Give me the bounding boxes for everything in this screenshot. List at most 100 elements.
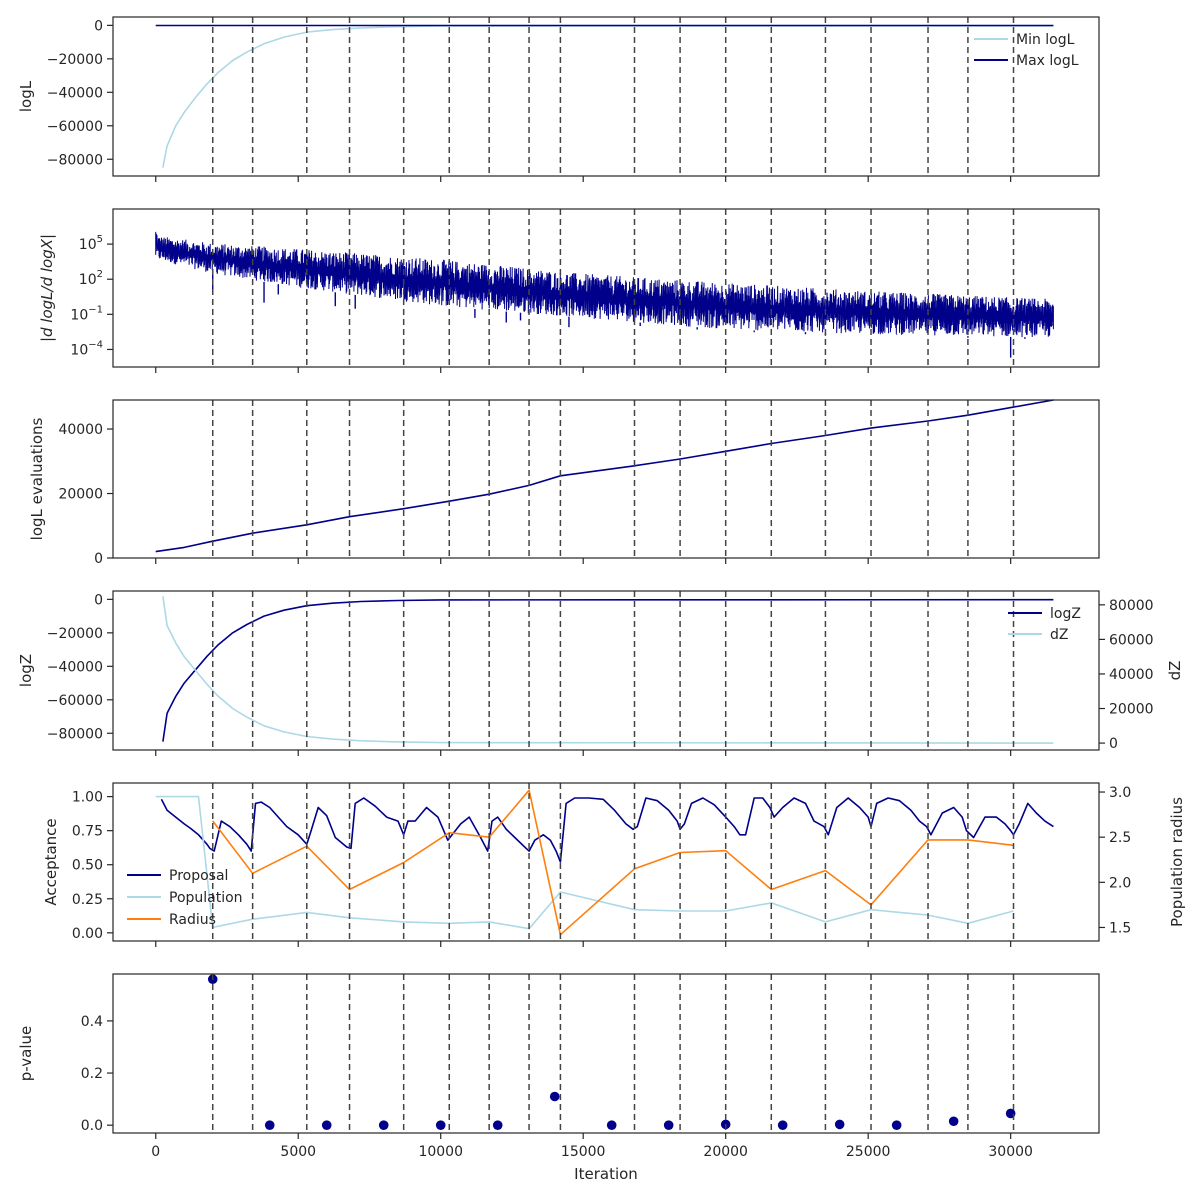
- y2-axis-label: dZ: [1166, 661, 1184, 681]
- ytick-label-1: 20000: [58, 487, 103, 503]
- series-min-logl: [162, 25, 1054, 168]
- pvalue-point-11: [834, 1119, 845, 1130]
- xtick-label-6: 30000: [988, 1144, 1033, 1160]
- y2tick-label-0: 1.5: [1109, 920, 1131, 936]
- pvalue-point-2: [321, 1120, 332, 1130]
- ytick-label-1: 0.2: [81, 1066, 103, 1082]
- pvalue-point-8: [663, 1120, 674, 1130]
- ytick-label-3: 0.75: [72, 824, 103, 840]
- series-logz: [162, 598, 1054, 742]
- ytick-label-3: −60000: [47, 693, 103, 709]
- panel-1: 0 −20000 −40000 −60000 −80000 logL Min logL Max…: [17, 16, 1100, 182]
- axes-frame: [112, 16, 1100, 177]
- ytick-exp: −4: [88, 339, 103, 350]
- pvalue-point-4: [435, 1120, 446, 1130]
- derivative-trace: [155, 231, 1054, 338]
- legend: Proposal Population Radius: [127, 868, 243, 928]
- legend-label-0: logZ: [1050, 606, 1081, 622]
- legend: logZ dZ: [1008, 606, 1081, 643]
- y-axis-label: Acceptance: [42, 818, 60, 905]
- axes-frame: [112, 399, 1100, 559]
- y-axis-label: logL evaluations: [28, 417, 46, 540]
- ytick-label-4: −80000: [47, 152, 103, 168]
- pvalue-point-1: [264, 1120, 275, 1130]
- pvalue-point-13: [948, 1116, 959, 1127]
- ytick-label-3: −60000: [47, 119, 103, 135]
- ytick-label-0: 0: [94, 18, 103, 34]
- y2tick-label-0: 0: [1109, 736, 1118, 752]
- series-dz: [162, 596, 1054, 744]
- ytick-base: 10: [70, 342, 88, 358]
- pvalue-point-6: [549, 1091, 560, 1102]
- y2tick-label-3: 60000: [1109, 632, 1154, 648]
- ytick-label-2: 40000: [58, 422, 103, 438]
- axes-frame: [112, 782, 1100, 942]
- y-axis-label: logL: [17, 80, 35, 112]
- series-radius: [212, 789, 1014, 936]
- legend: Min logL Max logL: [974, 32, 1079, 69]
- ytick-exp: −1: [88, 304, 103, 315]
- pvalue-point-3: [378, 1120, 389, 1130]
- pvalue-point-7: [606, 1120, 617, 1130]
- ytick-label-0: 0.00: [72, 926, 103, 942]
- ytick-label-4: 1.00: [72, 790, 103, 806]
- axes-frame: [112, 208, 1100, 368]
- ytick-exp: 2: [97, 269, 103, 280]
- series-line-0: [155, 399, 1054, 553]
- xtick-label-0: 0: [151, 1144, 160, 1160]
- ytick-label-1: −20000: [47, 626, 103, 642]
- ytick-label-0: 0: [94, 592, 103, 608]
- ytick-label-4: −80000: [47, 726, 103, 742]
- y-axis-label: p-value: [17, 1026, 35, 1082]
- panel-5: 0.00 0.25 0.50 0.75 1.00 1.5 2.0 2.5 3.0 Populati…: [42, 782, 1186, 947]
- legend-label-1: Max logL: [1016, 53, 1079, 69]
- ytick-label-2: 102: [79, 269, 103, 288]
- ytick-label-2: −40000: [47, 85, 103, 101]
- xtick-label-5: 25000: [846, 1144, 891, 1160]
- y2-axis-label: Population radius: [1168, 797, 1186, 927]
- ytick-label-1: 10−1: [70, 304, 103, 323]
- ytick-base: 10: [70, 307, 88, 323]
- series-proposal: [160, 797, 1054, 863]
- axes-frame: [112, 973, 1100, 1134]
- pvalue-point-10: [777, 1120, 788, 1130]
- ytick-label-1: 0.25: [72, 892, 103, 908]
- panel-3: 0 20000 40000 logL evaluations: [28, 399, 1100, 567]
- ytick-label-0: 10−4: [70, 339, 103, 358]
- ytick-base: 10: [79, 272, 97, 288]
- y2tick-label-3: 3.0: [1109, 785, 1131, 801]
- legend-label-1: dZ: [1050, 627, 1068, 643]
- ytick-label-0: 0.0: [81, 1118, 103, 1134]
- axes-frame: [112, 590, 1100, 751]
- xtick-label-4: 20000: [703, 1144, 748, 1160]
- y-axis-label: logZ: [17, 654, 35, 687]
- ytick-base: 10: [79, 237, 97, 253]
- ytick-exp: 5: [97, 234, 103, 245]
- y2tick-label-1: 2.0: [1109, 875, 1131, 891]
- panel-4: 0 −20000 −40000 −60000 −80000 0 20000 40000 6000…: [17, 590, 1184, 756]
- pvalue-point-5: [492, 1120, 503, 1130]
- series-population: [155, 795, 1014, 930]
- y2tick-label-2: 2.5: [1109, 830, 1131, 846]
- panel-6: 0.0 0.2 0.4 0 5000 10000 15000 20000 25000 30000 I…: [17, 973, 1100, 1183]
- xtick-label-1: 5000: [280, 1144, 316, 1160]
- legend-label-2: Radius: [169, 912, 216, 928]
- pvalue-point-12: [891, 1120, 902, 1130]
- legend-label-0: Min logL: [1016, 32, 1075, 48]
- y2tick-label-2: 40000: [1109, 667, 1154, 683]
- y2tick-label-1: 20000: [1109, 702, 1154, 718]
- ytick-label-2: 0.4: [81, 1014, 103, 1030]
- x-axis-label: Iteration: [574, 1165, 638, 1183]
- xtick-label-2: 10000: [418, 1144, 463, 1160]
- xtick-label-3: 15000: [561, 1144, 606, 1160]
- ytick-label-3: 105: [79, 234, 103, 253]
- y-axis-label: |d logL/d logX|: [38, 234, 56, 342]
- y2tick-label-4: 80000: [1109, 598, 1154, 614]
- ytick-label-2: −40000: [47, 659, 103, 675]
- legend-label-0: Proposal: [169, 868, 228, 884]
- ytick-label-2: 0.50: [72, 858, 103, 874]
- ytick-label-1: −20000: [47, 52, 103, 68]
- ytick-label-0: 0: [94, 551, 103, 567]
